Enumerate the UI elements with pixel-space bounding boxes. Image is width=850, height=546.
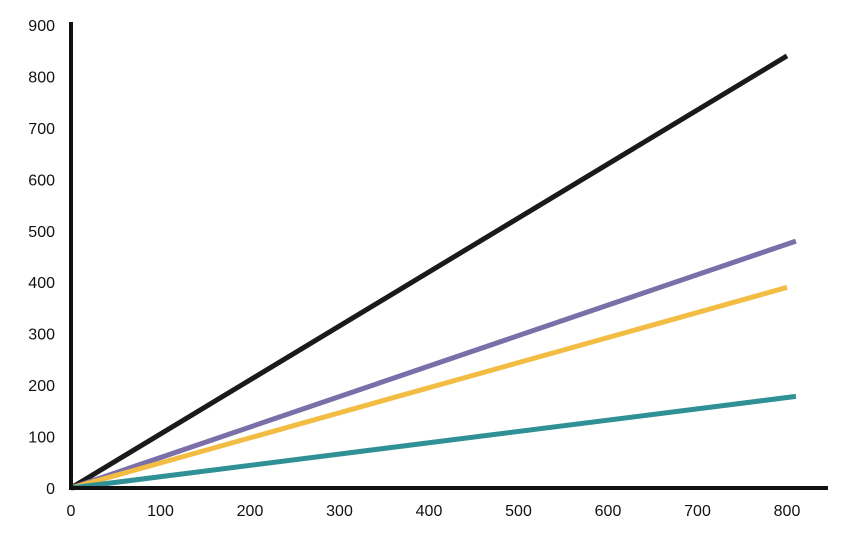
x-tick-label: 0 (67, 503, 76, 520)
x-tick-label: 600 (595, 503, 622, 520)
y-tick-label: 600 (28, 172, 55, 189)
series-line-4 (70, 393, 797, 491)
x-tick-labels: 0 100 200 300 400 500 600 700 800 (67, 503, 801, 520)
y-tick-label: 200 (28, 378, 55, 395)
x-tick-label: 100 (147, 503, 174, 520)
series-layer (69, 53, 797, 491)
x-tick-label: 400 (416, 503, 443, 520)
x-tick-label: 200 (237, 503, 264, 520)
y-tick-label: 300 (28, 327, 55, 344)
x-tick-label: 700 (684, 503, 711, 520)
y-tick-label: 500 (28, 224, 55, 241)
series-line-2 (70, 238, 797, 491)
y-tick-label: 800 (28, 69, 55, 86)
y-tick-label: 400 (28, 275, 55, 292)
y-tick-label: 700 (28, 121, 55, 138)
y-tick-labels: 0 100 200 300 400 500 600 700 800 900 (28, 18, 55, 498)
y-tick-label: 900 (28, 18, 55, 35)
x-tick-label: 300 (326, 503, 353, 520)
x-tick-label: 800 (774, 503, 801, 520)
series-line-1 (69, 53, 789, 491)
y-tick-label: 100 (28, 430, 55, 447)
series-line-3 (70, 284, 788, 491)
y-tick-label: 0 (46, 481, 55, 498)
x-tick-label: 500 (505, 503, 532, 520)
